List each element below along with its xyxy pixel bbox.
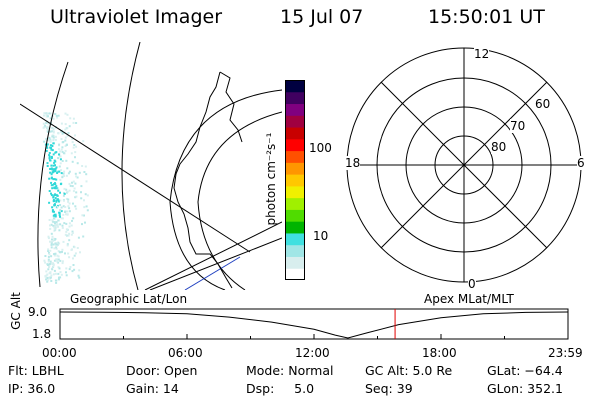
colorbar-step <box>285 268 305 280</box>
app-title: Ultraviolet Imager <box>50 6 223 28</box>
mlt-label-12: 12 <box>474 47 490 61</box>
colorbar-step <box>285 80 305 93</box>
colorbar-step <box>285 138 305 152</box>
chart-ytick-top: 9.0 <box>28 305 48 319</box>
graticule-line <box>144 221 282 290</box>
status-glat: GLat: −64.4 <box>487 363 563 378</box>
coastline <box>173 71 233 289</box>
gc-altitude-series <box>59 311 569 339</box>
status-glon: GLon: 352.1 <box>487 381 563 396</box>
mlat-label-60: 60 <box>535 97 551 111</box>
mlt-label-18: 18 <box>345 156 361 170</box>
auroral-emission <box>42 112 89 284</box>
polar-panel-label: Apex MLat/MLT <box>424 292 514 306</box>
status-gain: Gain: 14 <box>126 381 179 396</box>
colorbar-gradient <box>285 80 305 280</box>
geographic-map-panel <box>20 42 282 290</box>
graticule-line <box>20 103 251 253</box>
colorbar-step <box>285 91 305 105</box>
earth-limb-arc <box>37 61 69 288</box>
terminator-arc <box>197 111 282 290</box>
colorbar-unit-label: photon cm⁻²s⁻¹ <box>264 132 278 226</box>
orbit-track <box>184 256 241 290</box>
date-label: 15 Jul 07 <box>280 6 364 28</box>
colorbar-step <box>285 209 305 222</box>
chart-ytick-bottom: 1.8 <box>32 327 52 341</box>
chart-xtick-3: 18:00 <box>422 346 457 360</box>
colorbar-step <box>285 256 305 269</box>
colorbar-step <box>285 103 305 116</box>
colorbar-tick-100: 100 <box>309 141 332 155</box>
colorbar-step <box>285 150 305 163</box>
status-seq: Seq: 39 <box>365 381 413 396</box>
mlat-label-80: 80 <box>491 140 507 154</box>
status-dsp: Dsp: 5.0 <box>246 381 315 396</box>
colorbar-step <box>285 185 305 199</box>
colorbar <box>285 80 305 280</box>
status-door: Door: Open <box>126 363 198 378</box>
graticule-line <box>149 237 282 290</box>
latitude-arc <box>121 42 141 290</box>
colorbar-step <box>285 127 305 140</box>
altitude-timeline-chart <box>59 308 569 340</box>
chart-xtick-2: 12:00 <box>295 346 330 360</box>
mlat-label-70: 70 <box>510 119 526 133</box>
status-flt: Flt: LBHL <box>8 363 64 378</box>
colorbar-frame <box>285 80 305 280</box>
mlt-line-diagonal <box>380 81 548 249</box>
mlt-label-6: 6 <box>577 156 585 170</box>
colorbar-step <box>285 115 305 128</box>
colorbar-step <box>285 244 305 257</box>
colorbar-step <box>285 221 305 234</box>
chart-xtick-4: 23:59 <box>548 346 583 360</box>
colorbar-tick-10: 10 <box>313 229 329 243</box>
chart-xtick-1: 06:00 <box>168 346 203 360</box>
time-label: 15:50:01 UT <box>428 6 545 28</box>
chart-xtick-0: 00:00 <box>42 346 77 360</box>
status-ip: IP: 36.0 <box>8 381 56 396</box>
colorbar-step <box>285 197 305 210</box>
colorbar-step <box>285 162 305 175</box>
polar-mlat-mlt-plot <box>346 47 582 283</box>
geographic-panel-label: Geographic Lat/Lon <box>70 292 188 306</box>
status-mode: Mode: Normal <box>246 363 334 378</box>
status-gc-alt: GC Alt: 5.0 Re <box>365 363 453 378</box>
colorbar-step <box>285 174 305 187</box>
chart-ylabel: GC Alt <box>9 292 23 330</box>
coastline <box>219 71 243 143</box>
colorbar-step <box>285 232 305 246</box>
mlt-label-0: 0 <box>468 277 476 291</box>
